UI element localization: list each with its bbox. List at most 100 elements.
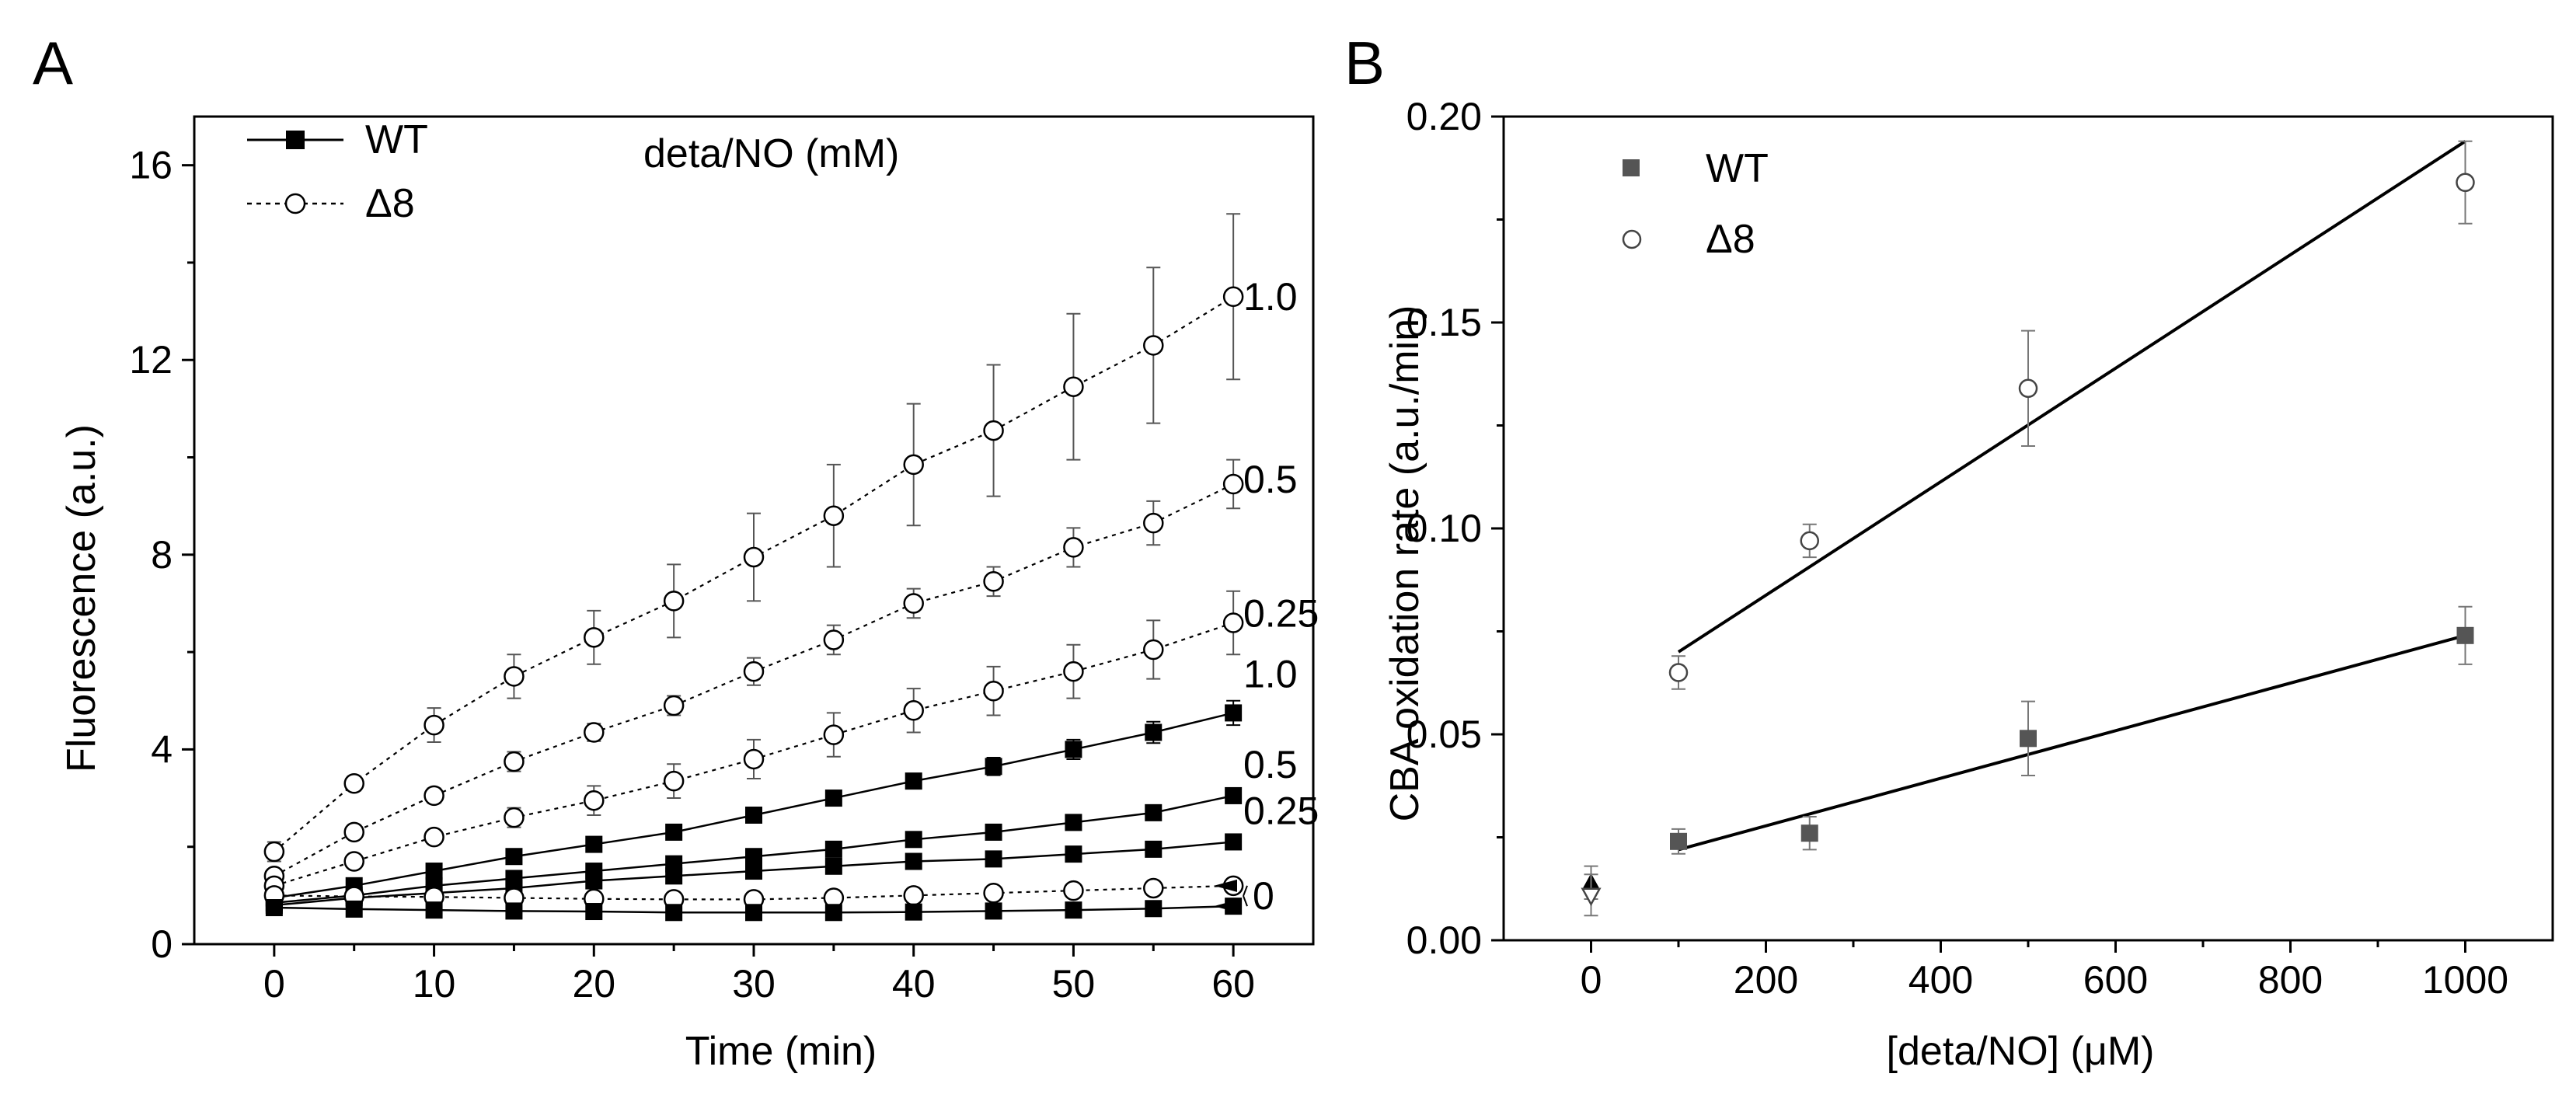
- x-tick-label: 0: [263, 962, 285, 1006]
- data-point-square: [1145, 723, 1163, 741]
- data-point-square: [1225, 786, 1243, 804]
- x-tick-label: 10: [413, 962, 456, 1006]
- data-point-square: [505, 902, 523, 920]
- data-point-circle: [424, 714, 444, 736]
- data-point-square: [1800, 824, 1818, 842]
- pointer-line: [1243, 885, 1248, 897]
- x-tick-label: 1000: [2422, 958, 2508, 1002]
- data-point-circle: [2456, 173, 2475, 193]
- data-point-square: [585, 872, 603, 890]
- data-point-circle: [424, 785, 444, 807]
- data-point-square: [824, 904, 842, 922]
- data-point-circle: [983, 420, 1004, 441]
- data-point-square: [824, 790, 842, 807]
- data-point-square: [425, 863, 443, 880]
- data-point-circle: [1063, 661, 1084, 682]
- curve-label: 0.5: [1243, 458, 1298, 501]
- x-tick-label: 50: [1052, 962, 1096, 1006]
- data-point-circle: [343, 821, 364, 843]
- y-tick-label: 8: [151, 533, 173, 577]
- data-point-circle: [983, 882, 1004, 904]
- data-point-circle: [903, 593, 924, 614]
- y-tick-label: 16: [129, 144, 173, 187]
- data-point-square: [824, 840, 842, 858]
- y-tick-label: 4: [151, 727, 173, 771]
- x-tick-label: 20: [572, 962, 615, 1006]
- data-point-circle: [1800, 531, 1819, 551]
- data-point-circle: [1143, 512, 1164, 534]
- data-point-square: [505, 848, 523, 866]
- fit-line: [1677, 140, 2466, 654]
- y-tick-label: 0: [151, 922, 173, 966]
- data-point-square: [1145, 900, 1163, 918]
- data-point-square: [905, 772, 922, 790]
- pointer-arrowhead: [1214, 900, 1237, 913]
- data-point-circle: [663, 591, 685, 612]
- data-point-circle: [743, 748, 765, 770]
- data-point-square: [665, 823, 683, 841]
- panel-b-legend: WT Δ8: [1622, 146, 1769, 262]
- data-point-square: [265, 899, 283, 917]
- data-point-square: [425, 901, 443, 919]
- panel-a-letter: A: [33, 29, 73, 97]
- x-tick-label: 600: [2083, 958, 2148, 1002]
- data-point-square: [1225, 704, 1243, 722]
- data-point-square: [745, 806, 762, 824]
- pointer-arrowhead: [1214, 879, 1237, 892]
- data-point-square: [665, 867, 683, 885]
- y-tick-label: 0.15: [1407, 301, 1482, 344]
- panel-a: A deta/NO (mM) Time (min) Fluorescence (…: [33, 29, 1319, 1074]
- legend-wt-label: WT: [365, 117, 428, 162]
- data-point-square: [1065, 845, 1082, 863]
- data-point-circle: [343, 851, 364, 872]
- x-tick-label: 0: [1581, 958, 1602, 1002]
- x-tick-label: 60: [1211, 962, 1255, 1006]
- x-tick-label: 200: [1734, 958, 1798, 1002]
- data-point-circle: [584, 722, 605, 743]
- data-point-square: [1065, 901, 1082, 919]
- legend-b-wt-marker: [1623, 159, 1640, 176]
- data-point-circle: [663, 770, 685, 792]
- legend-b-wt-label: WT: [1706, 146, 1769, 191]
- legend-d8-marker: [284, 193, 306, 214]
- data-point-circle: [504, 666, 525, 687]
- panel-a-ylabel: Fluorescence (a.u.): [59, 424, 104, 772]
- data-point-square: [2456, 626, 2474, 644]
- data-point-circle: [1668, 663, 1689, 682]
- panel-a-title: deta/NO (mM): [643, 131, 899, 176]
- data-point-circle: [1143, 639, 1164, 661]
- panel-a-legend: WT Δ8: [247, 117, 428, 226]
- data-point-circle: [263, 841, 285, 863]
- y-tick-label: 12: [129, 338, 173, 382]
- data-point-square: [665, 904, 683, 922]
- data-point-square: [1145, 840, 1163, 858]
- data-point-circle: [823, 629, 845, 650]
- data-point-circle: [2018, 378, 2038, 399]
- data-point-circle: [1063, 537, 1084, 558]
- data-point-square: [585, 903, 603, 921]
- panel-b-frame: [1502, 115, 2554, 942]
- data-point-square: [985, 823, 1002, 841]
- data-point-square: [585, 835, 603, 853]
- y-tick-label: 0.05: [1407, 713, 1482, 756]
- data-point-circle: [1222, 473, 1244, 495]
- data-point-circle: [343, 773, 364, 794]
- data-point-square: [1145, 803, 1163, 821]
- data-point-circle: [504, 807, 525, 828]
- data-point-circle: [903, 885, 924, 906]
- data-point-square: [905, 831, 922, 849]
- data-point-circle: [743, 546, 765, 568]
- data-point-circle: [983, 680, 1004, 702]
- curve-label-zero: 0: [1253, 874, 1274, 918]
- data-point-square: [985, 902, 1002, 920]
- data-point-square: [345, 900, 363, 918]
- y-tick-label: 0.10: [1407, 507, 1482, 550]
- data-point-square: [824, 857, 842, 875]
- data-point-circle: [903, 454, 924, 476]
- legend-wt-marker: [286, 131, 305, 149]
- panel-b-ylabel: CBA oxidation rate (a.u./min): [1382, 305, 1427, 822]
- panel-b-letter: B: [1344, 29, 1385, 97]
- data-point-circle: [823, 724, 845, 745]
- legend-d8-label: Δ8: [365, 181, 415, 226]
